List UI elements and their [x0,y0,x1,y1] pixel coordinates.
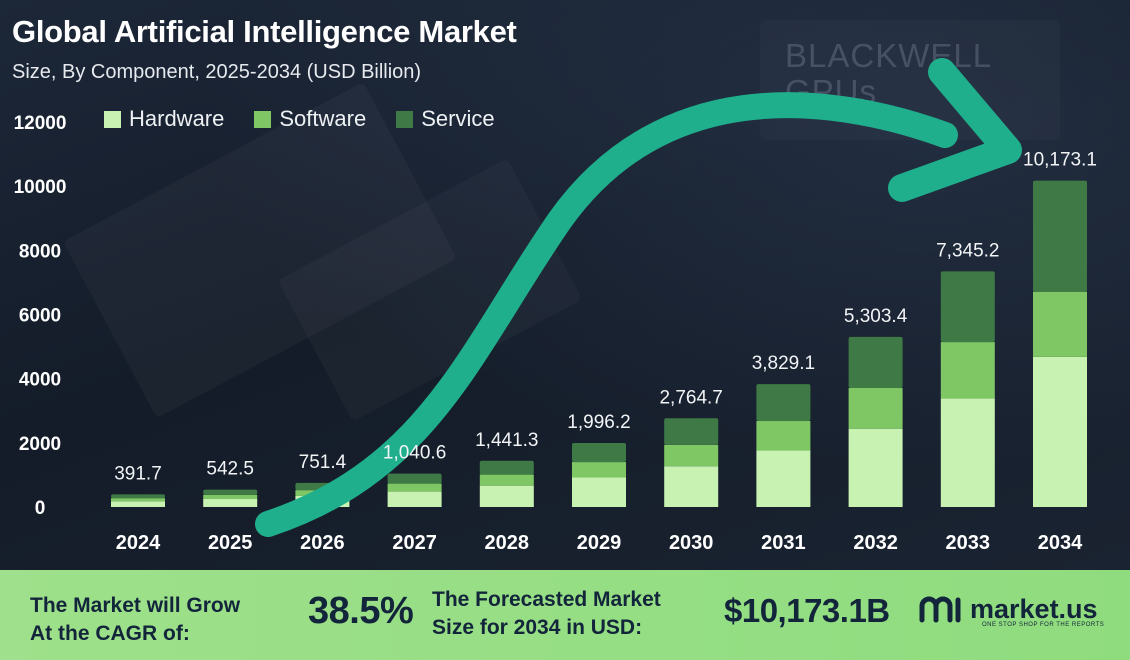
x-axis: 2024 2025 2026 2027 2028 2029 2030 2031 2032 2033… [116,532,1083,554]
background-text-line-1: BLACKWELL [785,37,993,74]
bar-hardware-2030 [664,466,719,507]
total-value-label: 1,996.2 [567,412,630,433]
total-value-label: 7,345.2 [936,240,999,261]
bar-service-2028 [479,460,534,475]
bar-hardware-2027 [387,491,442,507]
y-tick-label: 2000 [19,434,61,455]
bar-hardware-2024 [111,501,165,507]
bar-hardware-2025 [203,498,258,507]
value-labels: 391.7 542.5 751.4 1,040.6 1,441.3 1,996.2 2,76… [114,150,1097,485]
background-watermark-text: BLACKWELL GPUs [785,38,1045,110]
bar-service-2030 [664,418,719,445]
bars [111,180,1087,507]
legend-item-hardware: Hardware [104,106,224,132]
bar-software-2027 [387,483,442,492]
x-tick-label: 2027 [392,532,437,554]
bar-service-2034 [1033,180,1087,292]
bar-service-2033 [940,271,995,343]
x-tick-label: 2028 [485,532,530,554]
y-tick-label: 8000 [19,241,61,262]
bar-hardware-2029 [572,477,626,507]
growth-arrow-head [888,58,1022,202]
legend-item-service: Service [396,106,495,132]
total-value-label: 10,173.1 [1023,150,1097,171]
brand-name: market.us [970,594,1098,624]
legend-label-hardware: Hardware [129,106,225,131]
x-tick-label: 2032 [853,532,898,554]
total-value-label: 1,441.3 [475,430,538,451]
bar-software-2033 [940,342,995,399]
x-tick-label: 2025 [208,532,253,554]
legend-label-software: Software [279,106,367,131]
legend-swatch-hardware [104,110,121,128]
bar-hardware-2033 [940,398,995,507]
x-tick-label: 2034 [1038,532,1083,554]
bar-software-2025 [203,494,258,499]
bar-software-2028 [479,474,534,486]
total-value-label: 5,303.4 [844,306,908,327]
bar-software-2029 [572,462,626,478]
bar-software-2030 [664,444,719,467]
forecast-amount: $10,173.1B [724,592,890,629]
bar-software-2034 [1033,291,1087,357]
bar-service-2031 [756,384,811,422]
bar-service-2025 [203,489,258,495]
bar-service-2032 [848,336,903,388]
footer-banner: The Market will Grow At the CAGR of: 38.… [0,570,1130,660]
brand-tagline: ONE STOP SHOP FOR THE REPORTS [982,622,1105,628]
bar-software-2024 [111,498,165,502]
y-axis: 0 2000 4000 6000 8000 10000 12000 [14,113,67,519]
bar-hardware-2034 [1033,356,1087,507]
total-value-label: 3,829.1 [752,353,815,374]
growth-arrow-shaft [255,92,958,537]
y-tick-label: 12000 [14,113,67,134]
total-value-label: 1,040.6 [383,443,446,464]
x-tick-label: 2030 [669,532,714,554]
legend-swatch-service [396,110,414,128]
forecast-caption-line-2: Size for 2034 in USD: [432,616,643,639]
y-tick-label: 6000 [19,306,61,327]
y-tick-label: 4000 [19,370,61,391]
legend-label-service: Service [421,106,495,131]
growth-arrow [255,58,1022,537]
x-tick-label: 2024 [116,532,161,554]
x-tick-label: 2026 [300,532,345,554]
brand-logo: market.us ONE STOP SHOP FOR THE REPORTS [918,592,1104,628]
bar-hardware-2028 [479,485,534,507]
legend-item-software: Software [254,106,366,132]
market-us-logo-icon [919,596,961,623]
bar-hardware-2031 [756,450,811,507]
cagr-caption: The Market will Grow At the CAGR of: [30,592,240,648]
chart-subtitle: Size, By Component, 2025-2034 (USD Billi… [12,61,422,83]
total-value-label: 2,764.7 [659,387,722,408]
legend: Hardware Software Service [104,106,495,132]
forecast-caption: The Forecasted Market Size for 2034 in U… [432,586,661,642]
x-tick-label: 2029 [577,532,622,554]
chart-title: Global Artificial Intelligence Market [12,14,517,49]
legend-swatch-software [254,110,272,128]
y-tick-label: 10000 [14,177,67,198]
bar-service-2027 [387,473,442,484]
total-value-label: 391.7 [114,463,162,484]
bar-hardware-2032 [848,428,903,507]
forecast-caption-line-1: The Forecasted Market [432,588,661,611]
total-value-label: 542.5 [206,459,254,480]
bar-service-2024 [111,494,165,499]
chart-area: BLACKWELL GPUs Global Artificial Intelli… [0,0,1130,570]
bar-service-2029 [572,442,626,463]
y-tick-label: 0 [35,498,46,519]
bar-chart: 0 2000 4000 6000 8000 10000 12000 391.7 542.5 75… [14,58,1097,554]
x-tick-label: 2033 [946,532,991,554]
cagr-caption-line-2: At the CAGR of: [30,622,190,645]
cagr-caption-line-1: The Market will Grow [30,594,241,617]
bar-software-2032 [848,387,903,429]
x-tick-label: 2031 [761,532,806,554]
bar-software-2031 [756,421,811,451]
total-value-label: 751.4 [299,452,347,473]
cagr-value: 38.5% [308,590,414,632]
